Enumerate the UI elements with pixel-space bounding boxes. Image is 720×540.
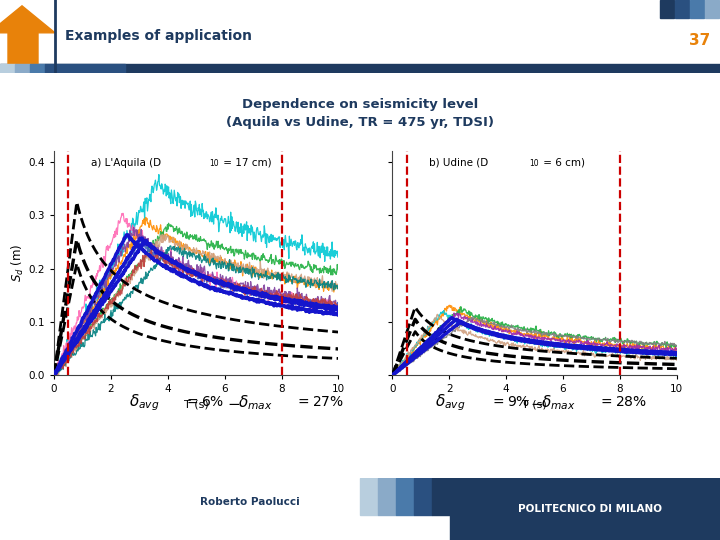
Bar — [378, 478, 396, 515]
Bar — [360, 478, 378, 515]
Bar — [396, 478, 414, 515]
Text: $\delta_{max}$: $\delta_{max}$ — [238, 393, 273, 411]
Bar — [675, 0, 689, 18]
Text: $-$: $-$ — [228, 395, 240, 410]
Text: $\delta_{max}$: $\delta_{max}$ — [541, 393, 575, 411]
Bar — [45, 64, 125, 73]
Bar — [30, 64, 45, 73]
Text: $\delta_{avg}$: $\delta_{avg}$ — [129, 392, 159, 413]
Bar — [690, 0, 704, 18]
Bar — [15, 64, 30, 73]
Text: 37: 37 — [689, 32, 711, 48]
Bar — [450, 478, 720, 540]
Bar — [660, 0, 674, 18]
Text: $-$: $-$ — [530, 395, 543, 410]
X-axis label: T (s): T (s) — [522, 400, 547, 410]
Text: b) Udine (D: b) Udine (D — [429, 158, 489, 168]
Bar — [414, 478, 432, 515]
Text: $= 6\%$: $= 6\%$ — [184, 395, 224, 409]
Polygon shape — [0, 6, 55, 65]
Y-axis label: $S_d$ (m): $S_d$ (m) — [9, 244, 26, 282]
Text: $= 9\%$: $= 9\%$ — [490, 395, 530, 409]
Text: = 6 cm): = 6 cm) — [540, 158, 585, 168]
Text: 10: 10 — [209, 159, 219, 168]
Text: Examples of application: Examples of application — [65, 30, 252, 43]
Bar — [0, 64, 15, 73]
Text: Dependence on seismicity level
(Aquila vs Udine, TR = 475 yr, TDSI): Dependence on seismicity level (Aquila v… — [226, 98, 494, 129]
Text: $= 28\%$: $= 28\%$ — [598, 395, 647, 409]
Text: $\delta_{avg}$: $\delta_{avg}$ — [435, 392, 465, 413]
Bar — [0, 64, 720, 73]
Bar — [432, 478, 450, 515]
X-axis label: T (s): T (s) — [184, 400, 209, 410]
Text: 10: 10 — [529, 159, 539, 168]
Text: Roberto Paolucci: Roberto Paolucci — [200, 497, 300, 507]
Text: POLITECNICO DI MILANO: POLITECNICO DI MILANO — [518, 504, 662, 514]
Text: = 17 cm): = 17 cm) — [220, 158, 272, 168]
Text: a) L'Aquila (D: a) L'Aquila (D — [91, 158, 161, 168]
Bar — [705, 0, 719, 18]
Text: $= 27\%$: $= 27\%$ — [295, 395, 344, 409]
